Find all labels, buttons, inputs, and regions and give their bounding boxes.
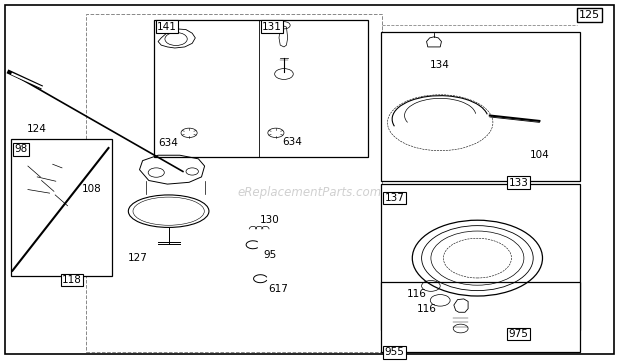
Bar bbox=[86, 14, 382, 352]
Text: 634: 634 bbox=[159, 138, 179, 148]
Text: 133: 133 bbox=[508, 178, 528, 188]
Text: 975: 975 bbox=[508, 329, 528, 339]
Text: 141: 141 bbox=[157, 22, 177, 32]
Text: 130: 130 bbox=[260, 215, 280, 225]
Text: 134: 134 bbox=[430, 60, 450, 70]
Text: eReplacementParts.com: eReplacementParts.com bbox=[238, 186, 382, 199]
Text: 108: 108 bbox=[82, 184, 102, 194]
Text: 125: 125 bbox=[579, 10, 600, 20]
Text: 127: 127 bbox=[128, 253, 148, 263]
Text: 116: 116 bbox=[407, 289, 427, 299]
Text: 104: 104 bbox=[529, 150, 549, 160]
Text: 116: 116 bbox=[417, 304, 436, 314]
Bar bbox=[154, 20, 368, 157]
Bar bbox=[381, 184, 580, 330]
Text: 617: 617 bbox=[268, 284, 288, 294]
Bar bbox=[11, 139, 112, 276]
Bar bbox=[381, 32, 580, 181]
Text: 95: 95 bbox=[263, 249, 277, 260]
Text: 124: 124 bbox=[27, 124, 47, 134]
Text: 98: 98 bbox=[14, 144, 27, 155]
Text: 118: 118 bbox=[62, 275, 82, 285]
Text: 955: 955 bbox=[384, 347, 404, 357]
Text: 131: 131 bbox=[262, 22, 282, 32]
Bar bbox=[381, 282, 580, 352]
Text: 137: 137 bbox=[384, 193, 404, 203]
Text: 634: 634 bbox=[283, 137, 303, 147]
